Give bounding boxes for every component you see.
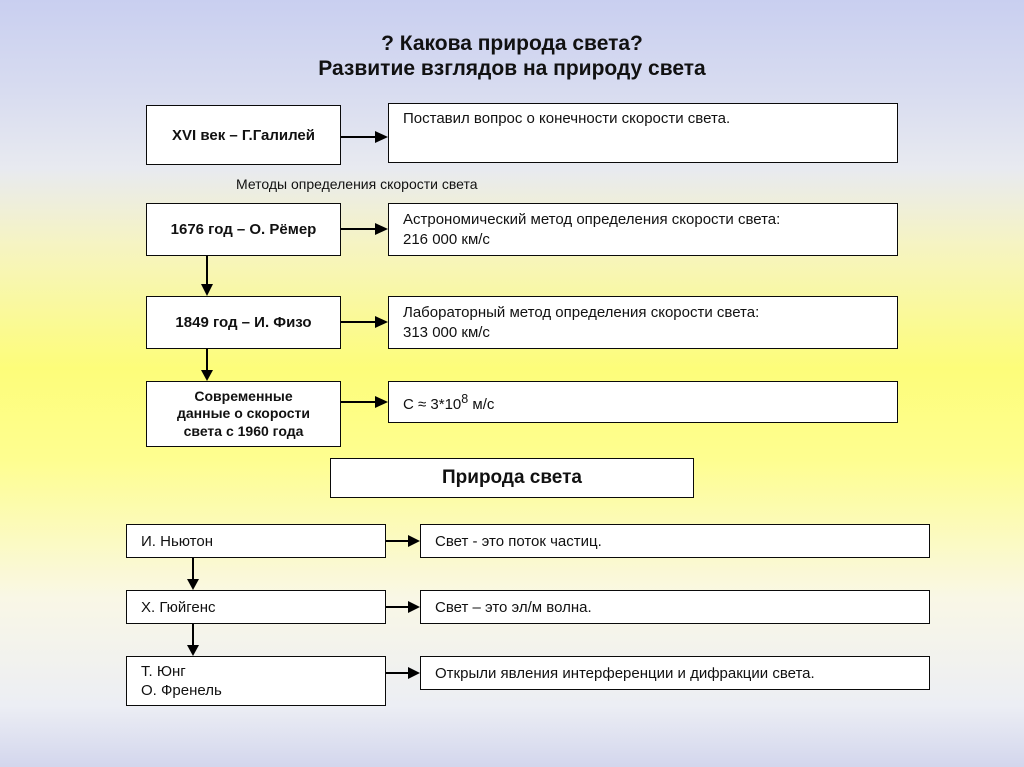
nature3-left-text: Т. Юнг О. Френель: [141, 662, 222, 701]
row3-right-text: Лабораторный метод определения скорости …: [403, 303, 759, 342]
row4-right-tail: м/с: [468, 396, 494, 413]
row1-left-box: XVI век – Г.Галилей: [146, 105, 341, 165]
arrow-nature3: [386, 666, 420, 680]
nature-header-box: Природа света: [330, 458, 694, 498]
nature3-right-text: Открыли явления интерференции и дифракци…: [435, 665, 815, 682]
title-line-2: Развитие взглядов на природу света: [0, 57, 1024, 81]
arrow-down-n2-n3: [186, 624, 200, 656]
arrow-row1: [341, 130, 388, 144]
row2-right-box: Астрономический метод определения скорос…: [388, 203, 898, 256]
row2-left-text: 1676 год – О. Рёмер: [171, 221, 317, 238]
row2-left-box: 1676 год – О. Рёмер: [146, 203, 341, 256]
arrow-down-n1-n2: [186, 558, 200, 590]
arrow-nature1: [386, 534, 420, 548]
title-line-1: ? Какова природа света?: [0, 32, 1024, 56]
slide-stage: ? Какова природа света? Развитие взглядо…: [0, 0, 1024, 767]
arrow-row2: [341, 222, 388, 236]
row1-left-text: XVI век – Г.Галилей: [172, 127, 315, 144]
row3-right-box: Лабораторный метод определения скорости …: [388, 296, 898, 349]
nature-header-text: Природа света: [442, 467, 582, 489]
nature3-right-box: Открыли явления интерференции и дифракци…: [420, 656, 930, 690]
row3-left-text: 1849 год – И. Физо: [175, 314, 311, 331]
methods-sublabel: Методы определения скорости света: [236, 176, 478, 192]
nature1-left-text: И. Ньютон: [141, 533, 213, 550]
row3-left-box: 1849 год – И. Физо: [146, 296, 341, 349]
row2-right-text: Астрономический метод определения скорос…: [403, 210, 780, 249]
row4-right-text: С ≈ 3*108 м/с: [403, 392, 494, 413]
nature3-left-box: Т. Юнг О. Френель: [126, 656, 386, 706]
nature2-left-box: Х. Гюйгенс: [126, 590, 386, 624]
arrow-down-3-4: [200, 349, 214, 381]
nature2-right-text: Свет – это эл/м волна.: [435, 599, 592, 616]
row1-right-text: Поставил вопрос о конечности скорости св…: [403, 110, 730, 127]
nature1-left-box: И. Ньютон: [126, 524, 386, 558]
row4-right-box: С ≈ 3*108 м/с: [388, 381, 898, 423]
nature2-right-box: Свет – это эл/м волна.: [420, 590, 930, 624]
row1-right-box: Поставил вопрос о конечности скорости св…: [388, 103, 898, 163]
row4-left-box: Современные данные о скорости света с 19…: [146, 381, 341, 447]
nature2-left-text: Х. Гюйгенс: [141, 599, 216, 616]
nature1-right-text: Свет - это поток частиц.: [435, 533, 602, 550]
arrow-row4: [341, 395, 388, 409]
row4-right-base: С ≈ 3*10: [403, 396, 461, 413]
arrow-nature2: [386, 600, 420, 614]
arrow-row3: [341, 315, 388, 329]
nature1-right-box: Свет - это поток частиц.: [420, 524, 930, 558]
row4-left-text: Современные данные о скорости света с 19…: [177, 388, 310, 441]
arrow-down-2-3: [200, 256, 214, 296]
